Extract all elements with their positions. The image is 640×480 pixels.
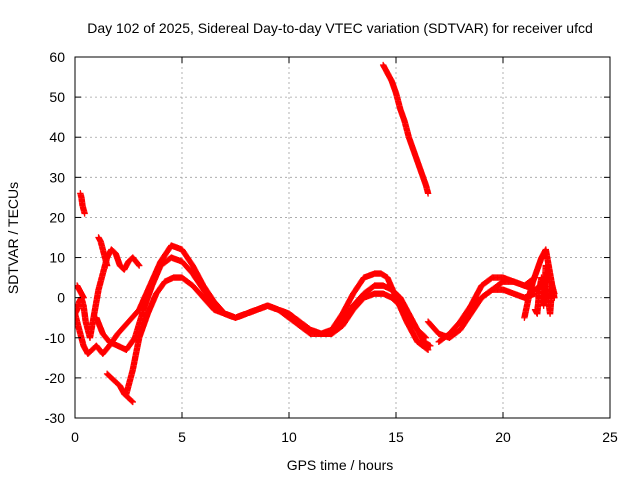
y-tick-label: -20 [45,370,65,386]
y-tick-label: 0 [57,290,65,306]
series-early-4 [95,234,111,269]
x-tick-label: 15 [388,429,404,445]
series-late-3 [457,274,539,325]
x-axis-label: GPS time / hours [287,457,394,473]
series-arc-c [123,274,430,398]
y-tick-label: 40 [49,129,65,145]
x-tick-label: 25 [602,429,618,445]
y-tick-label: 60 [49,49,65,65]
data-layer [75,61,558,406]
series-arc-a [75,242,432,358]
series-arc-d [103,370,136,406]
grid-layer [75,57,610,418]
plot-frame [74,56,611,419]
y-tick-label: 50 [49,89,65,105]
series-markers [379,61,432,197]
series-markers [457,274,539,325]
series-markers [75,282,87,301]
series-early-2 [75,282,87,301]
y-tick-label: 20 [49,209,65,225]
x-tick-label: 5 [178,429,186,445]
x-tick-label: 0 [71,429,79,445]
y-tick-label: -30 [45,410,65,426]
tick-layer: 0 5 10 15 20 25 -30 -20 -10 0 10 20 30 40 50 60 [45,49,618,445]
y-tick-label: -10 [45,330,65,346]
series-markers [93,254,434,354]
series-markers [75,242,432,358]
series-steep [379,61,432,197]
series-early-3 [77,190,88,217]
x-tick-label: 10 [281,429,297,445]
series-markers [103,370,136,406]
series-arc-b [93,254,434,354]
x-tick-label: 20 [495,429,511,445]
series-markers [531,262,558,317]
chart-title: Day 102 of 2025, Sidereal Day-to-day VTE… [87,20,593,36]
series-late-5 [531,262,558,317]
y-tick-label: 30 [49,169,65,185]
y-tick-label: 10 [49,250,65,266]
series-markers [95,234,111,269]
series-markers [77,190,88,217]
series-markers [123,274,430,398]
y-axis-label: SDTVAR / TECUs [5,182,21,294]
